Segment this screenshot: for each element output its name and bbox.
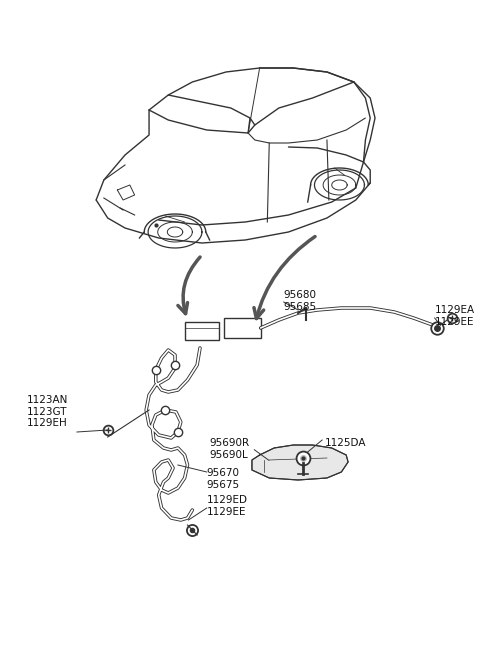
FancyBboxPatch shape <box>224 318 261 338</box>
Text: 95690R
95690L: 95690R 95690L <box>210 438 250 460</box>
Text: 1125DA: 1125DA <box>325 438 367 448</box>
Text: 1129ED
1129EE: 1129ED 1129EE <box>207 495 248 517</box>
Text: 1123AN
1123GT
1129EH: 1123AN 1123GT 1129EH <box>27 395 68 428</box>
Polygon shape <box>252 445 348 480</box>
Text: 95670
95675: 95670 95675 <box>207 468 240 489</box>
Text: 95680
95685: 95680 95685 <box>284 290 317 312</box>
FancyBboxPatch shape <box>185 322 219 340</box>
Text: 1129EA
1129EE: 1129EA 1129EE <box>435 305 475 327</box>
